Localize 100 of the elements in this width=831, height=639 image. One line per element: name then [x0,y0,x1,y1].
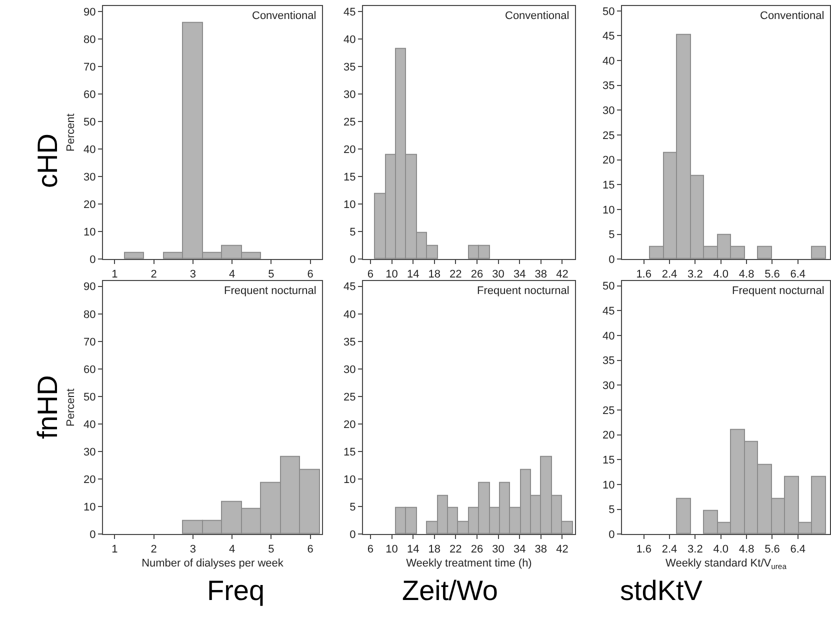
y-tick-label: 90 [84,6,96,18]
text: cHD [32,134,63,188]
x-tick-label: 34 [513,543,526,556]
text: stdKtV [620,575,703,606]
y-tick-label: 40 [84,418,96,431]
y-tick-label: 50 [84,116,96,128]
y-tick-label: 15 [344,171,356,184]
x-tick-label: 6 [367,543,374,556]
x-tick-label: 38 [534,268,548,280]
y-tick-label: 20 [84,474,96,486]
x-tick-label: 18 [428,543,441,556]
y-tick-label: 0 [350,254,356,266]
y-tick-label: 35 [344,336,356,348]
annotation: Conventional [252,10,316,22]
text: Zeit/Wo [402,575,498,606]
x-tick-label: 18 [428,268,441,280]
x-tick-label: 2 [150,543,157,556]
x-tick-label: 5 [268,268,274,280]
x-tick-label: 3.2 [688,268,703,280]
y-tick-label: 10 [84,226,96,238]
y-tick-label: 40 [344,308,356,321]
x-tick-label: 3 [190,268,196,280]
y-tick-label: 40 [84,144,96,156]
y-tick-label: 25 [602,404,615,417]
x-tick-label: 6.4 [790,268,806,280]
y-tick-label: 40 [344,34,356,46]
x-tick-label: 4.0 [713,268,729,280]
y-tick-label: 45 [602,306,615,318]
y-tick-label: 80 [84,34,96,46]
annotation: Frequent nocturnal [732,285,824,297]
x-tick-label: 34 [513,268,526,280]
y-tick-label: 30 [84,171,96,184]
y-tick-label: 20 [602,430,615,442]
x-tick-label: 10 [386,543,398,556]
y-tick-label: 5 [350,226,356,238]
y-tick-label: 0 [350,528,356,541]
y-tick-label: 25 [602,130,615,142]
x-tick-label: 2.4 [662,268,678,280]
x-tick-label: 10 [386,268,398,280]
x-tick-label: 6 [367,268,374,280]
x-tick-label: 14 [406,268,420,280]
y-tick-label: 10 [84,501,96,514]
y-tick-label: 0 [90,254,96,266]
x-tick-label: 6 [307,543,314,556]
y-tick-label: 15 [602,454,615,466]
x-tick-label: 1.6 [636,543,652,556]
y-tick-label: 50 [602,280,615,293]
text: Freq [207,575,265,606]
y-axis-title: Percent [65,114,78,152]
y-tick-label: 30 [602,380,615,392]
text: fnHD [32,375,64,439]
x-tick-label: 22 [450,268,462,280]
y-tick-label: 20 [602,154,615,167]
y-tick-label: 45 [344,6,356,18]
x-tick-label: 6 [307,268,314,280]
y-tick-label: 40 [602,55,615,68]
y-tick-label: 5 [608,504,615,516]
x-tick-label: 1 [112,268,118,280]
y-tick-label: 35 [602,80,615,92]
y-tick-label: 30 [602,105,615,118]
y-tick-label: 35 [344,61,356,74]
y-tick-label: 15 [344,446,356,458]
x-axis-title: Weekly treatment time (h) [406,557,532,570]
x-tick-label: 2 [150,268,157,280]
y-tick-label: 45 [344,281,356,294]
x-tick-label: 1 [112,543,118,556]
y-tick-label: 10 [602,204,615,216]
x-tick-label: 42 [556,268,568,280]
y-tick-label: 10 [344,474,356,486]
x-tick-label: 30 [492,268,504,280]
x-tick-label: 38 [534,543,548,556]
x-tick-label: 26 [470,543,484,556]
y-tick-label: 25 [344,116,356,128]
y-tick-label: 30 [344,364,356,376]
x-tick-label: 42 [556,543,568,556]
y-tick-label: 50 [84,391,96,404]
y-tick-label: 60 [84,364,96,376]
annotation: Frequent nocturnal [224,285,316,297]
x-tick-label: 4.8 [738,268,754,280]
y-tick-label: 50 [602,6,615,18]
y-tick-label: 15 [602,180,615,192]
y-tick-label: 60 [84,88,96,101]
x-tick-label: 4.8 [738,543,754,556]
x-tick-label: 3.2 [688,543,703,556]
x-tick-label: 5 [268,543,274,556]
annotation: Conventional [505,10,570,22]
y-tick-label: 5 [350,501,356,514]
y-tick-label: 25 [344,391,356,404]
y-tick-label: 35 [602,355,615,368]
y-tick-label: 0 [608,528,615,541]
x-tick-label: 2.4 [662,543,678,556]
y-tick-label: 70 [84,61,96,74]
y-tick-label: 5 [608,229,615,242]
x-tick-label: 3 [190,543,196,556]
y-tick-label: 20 [344,418,356,431]
y-tick-label: 0 [90,528,96,541]
y-tick-label: 90 [84,281,96,294]
x-tick-label: 4 [228,268,236,280]
y-tick-label: 40 [602,330,615,342]
x-tick-label: 14 [406,543,420,556]
